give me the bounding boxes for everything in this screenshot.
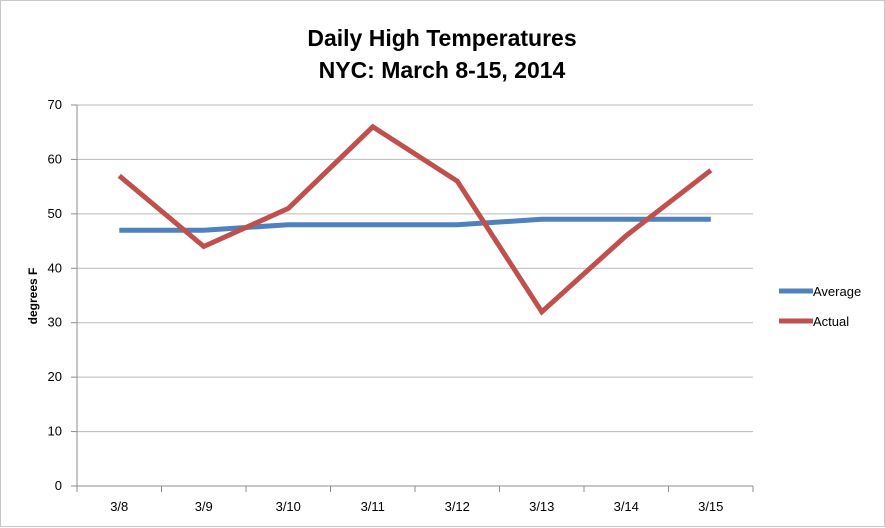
x-tick-label: 3/9 xyxy=(195,499,213,514)
y-tick-label: 70 xyxy=(48,97,62,112)
grid-lines xyxy=(77,104,753,433)
y-tick-labels: 0 10 20 30 40 50 60 70 xyxy=(48,97,62,493)
y-axis-label: degrees F xyxy=(26,268,40,325)
y-tick-label: 40 xyxy=(48,260,62,275)
y-tick-label: 60 xyxy=(48,151,62,166)
y-tick-label: 20 xyxy=(48,369,62,384)
x-tick-label: 3/10 xyxy=(276,499,301,514)
series-line-actual xyxy=(117,123,713,316)
legend-label-actual: Actual xyxy=(813,314,849,329)
x-tick-label: 3/14 xyxy=(614,499,639,514)
series-line-average xyxy=(119,216,711,233)
y-tick-label: 50 xyxy=(48,206,62,221)
y-tick-label: 30 xyxy=(48,315,62,330)
x-tick-labels: 3/8 3/9 3/10 3/11 3/12 3/13 3/14 3/15 xyxy=(110,499,723,514)
x-tick-label: 3/8 xyxy=(110,499,128,514)
y-tick-label: 10 xyxy=(48,424,62,439)
x-tick-label: 3/11 xyxy=(361,499,385,514)
chart-title-line-1: Daily High Temperatures xyxy=(307,25,576,51)
legend: Average Actual xyxy=(779,284,861,329)
legend-label-average: Average xyxy=(813,284,861,299)
y-tick-label: 0 xyxy=(55,478,62,493)
x-tick-label: 3/15 xyxy=(698,499,723,514)
chart-title-line-2: NYC: March 8-15, 2014 xyxy=(319,57,566,83)
x-tick-label: 3/13 xyxy=(529,499,554,514)
x-tick-label: 3/12 xyxy=(445,499,470,514)
series-lines xyxy=(117,123,713,316)
axes xyxy=(71,104,754,492)
